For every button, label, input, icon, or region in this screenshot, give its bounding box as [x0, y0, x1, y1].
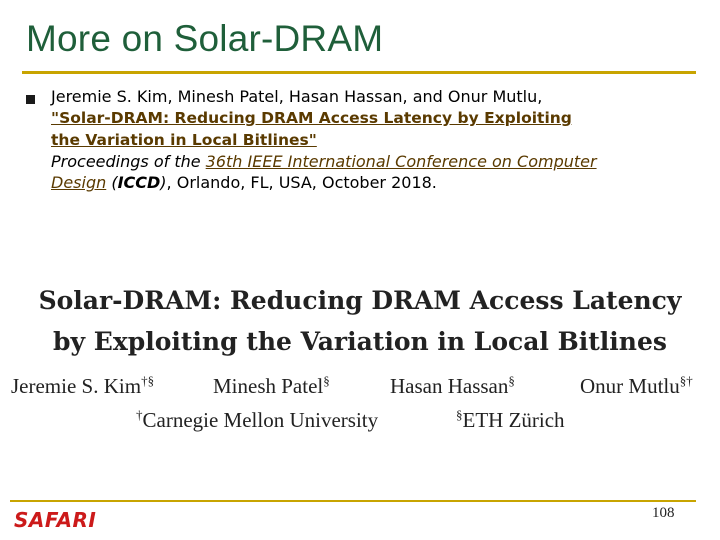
reference-authors: Jeremie S. Kim, Minesh Patel, Hasan Hass… [51, 87, 543, 106]
paper-authors: Jeremie S. Kim†§ Minesh Patel§ Hasan Has… [0, 372, 720, 402]
safari-logo: SAFARI [14, 508, 97, 532]
location-date: , Orlando, FL, USA, October 2018. [166, 173, 437, 192]
affiliation-mark: § [456, 407, 463, 422]
author-marks: § [508, 373, 515, 388]
affiliation-mark: † [136, 407, 143, 422]
proceedings-line-2: Design (ICCD), Orlando, FL, USA, October… [51, 172, 691, 193]
paper-link[interactable]: "Solar-DRAM: Reducing DRAM Access Latenc… [51, 109, 572, 127]
conference-link-continued[interactable]: Design [51, 173, 107, 192]
paper-author: Hasan Hassan§ [390, 373, 515, 398]
author-marks: §† [679, 373, 693, 388]
proceedings-prefix: Proceedings of the [51, 152, 206, 171]
slide-title: More on Solar-DRAM [26, 18, 384, 59]
paper-author: Onur Mutlu§† [580, 373, 693, 398]
conference-link[interactable]: 36th IEEE International Conference on Co… [205, 152, 597, 171]
title-divider [22, 71, 696, 74]
paper-author: Jeremie S. Kim†§ [11, 373, 155, 398]
footer-divider [10, 500, 696, 502]
paper-title-line-1: Solar-DRAM: Reducing DRAM Access Latency [38, 286, 682, 315]
proceedings-line: Proceedings of the 36th IEEE Internation… [51, 151, 691, 172]
author-marks: †§ [141, 373, 155, 388]
affiliation-eth: §ETH Zürich [456, 407, 565, 432]
author-marks: § [323, 373, 330, 388]
affiliation-cmu: †Carnegie Mellon University [136, 407, 379, 432]
close-paren: ) [160, 173, 167, 192]
paper-author: Minesh Patel§ [213, 373, 330, 398]
page-number: 108 [652, 505, 675, 521]
paper-link-continued[interactable]: the Variation in Local Bitlines" [51, 131, 317, 149]
bullet-square-icon [26, 95, 35, 104]
conference-abbr: ICCD [117, 173, 161, 192]
open-paren: ( [106, 173, 118, 192]
paper-title-line-2: by Exploiting the Variation in Local Bit… [53, 327, 667, 356]
reference-entry: Jeremie S. Kim, Minesh Patel, Hasan Hass… [51, 86, 691, 193]
paper-title: Solar-DRAM: Reducing DRAM Access Latency… [0, 280, 720, 362]
